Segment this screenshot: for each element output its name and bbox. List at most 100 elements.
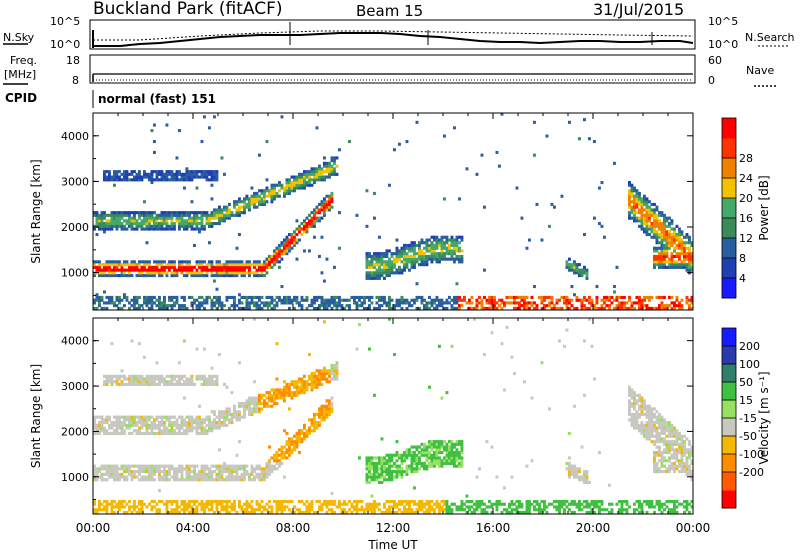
data-cell: [150, 478, 154, 482]
data-cell: [445, 306, 449, 310]
data-cell: [448, 459, 451, 463]
data-cell: [205, 301, 209, 305]
data-cell: [103, 268, 106, 272]
data-cell: [383, 254, 386, 258]
data-cell: [283, 391, 286, 395]
data-cell: [115, 260, 119, 264]
data-cell: [455, 246, 459, 250]
data-cell: [210, 265, 214, 269]
data-cell: [138, 260, 141, 264]
data-cell: [200, 464, 204, 468]
data-cell: [278, 459, 281, 463]
data-cell: [208, 508, 211, 512]
data-cell: [295, 391, 299, 395]
data-cell: [150, 306, 154, 310]
data-cell: [410, 470, 414, 474]
data-cell: [290, 183, 294, 187]
data-cell: [128, 219, 131, 223]
data-cell: [450, 249, 454, 253]
data-cell: [180, 467, 184, 471]
data-cell: [110, 508, 114, 512]
data-cell: [223, 412, 226, 416]
data-cell: [673, 241, 676, 245]
data-cell: [115, 304, 119, 308]
data-cell: [133, 219, 136, 223]
data-cell: [193, 478, 196, 482]
data-cell: [473, 510, 476, 514]
data-cell: [268, 470, 271, 474]
data-cell: [155, 224, 159, 228]
data-cell: [185, 211, 189, 215]
data-cell: [483, 502, 486, 506]
data-cell: [263, 470, 266, 474]
data-cell: [190, 268, 194, 272]
data-cell: [155, 222, 159, 226]
data-cell: [630, 415, 634, 419]
data-cell: [455, 440, 459, 444]
data-cell: [110, 377, 114, 381]
data-cell: [185, 227, 189, 231]
data-cell: [208, 377, 211, 381]
data-cell: [668, 246, 671, 250]
data-cell: [353, 508, 356, 512]
data-cell: [293, 380, 296, 384]
data-cell: [238, 233, 241, 237]
data-cell: [335, 304, 339, 308]
data-cell: [138, 377, 141, 381]
data-cell: [228, 216, 231, 220]
data-cell: [508, 301, 511, 305]
data-cell: [368, 472, 371, 476]
data-cell: [198, 502, 201, 506]
data-cell: [170, 175, 174, 179]
data-cell: [178, 306, 181, 310]
data-cell: [320, 170, 324, 174]
data-cell: [160, 423, 164, 427]
data-cell: [233, 404, 236, 408]
data-cell: [685, 254, 689, 258]
data-cell: [333, 366, 336, 370]
data-cell: [213, 175, 216, 179]
data-cell: [103, 211, 106, 215]
data-cell: [405, 257, 409, 261]
data-cell: [160, 374, 164, 378]
data-cell: [145, 374, 149, 378]
data-cell: [493, 502, 496, 506]
data-cell: [315, 216, 319, 220]
data-cell: [250, 478, 254, 482]
data-cell: [185, 306, 189, 310]
data-cell: [403, 510, 406, 514]
data-cell: [245, 265, 249, 269]
data-cell: [215, 508, 219, 512]
data-cell: [93, 464, 96, 468]
data-cell: [450, 257, 454, 261]
data-cell: [490, 301, 494, 305]
data-cell: [350, 502, 354, 506]
data-cell: [108, 470, 111, 474]
data-cell: [563, 295, 566, 299]
data-cell: [260, 271, 264, 275]
data-cell: [413, 470, 416, 474]
data-cell: [190, 216, 194, 220]
data-cell: [445, 500, 449, 504]
data-cell: [428, 456, 431, 460]
data-cell: [580, 306, 584, 310]
data-cell: [330, 500, 334, 504]
data-cell: [635, 194, 639, 198]
data-cell: [280, 249, 284, 253]
data-cell: [383, 456, 386, 460]
data-cell: [123, 500, 126, 504]
data-cell: [153, 170, 156, 174]
data-cell: [323, 377, 326, 381]
data-cell: [313, 429, 316, 433]
data-cell: [208, 263, 211, 267]
data-cell: [298, 508, 301, 512]
data-cell: [213, 510, 216, 514]
data-cell: [660, 230, 664, 234]
data-cell: [278, 505, 281, 509]
data-cell: [625, 301, 629, 305]
data-cell: [193, 470, 196, 474]
data-cell: [160, 429, 164, 433]
data-cell: [333, 170, 336, 174]
data-cell: [395, 238, 399, 242]
data-cell: [268, 393, 271, 397]
